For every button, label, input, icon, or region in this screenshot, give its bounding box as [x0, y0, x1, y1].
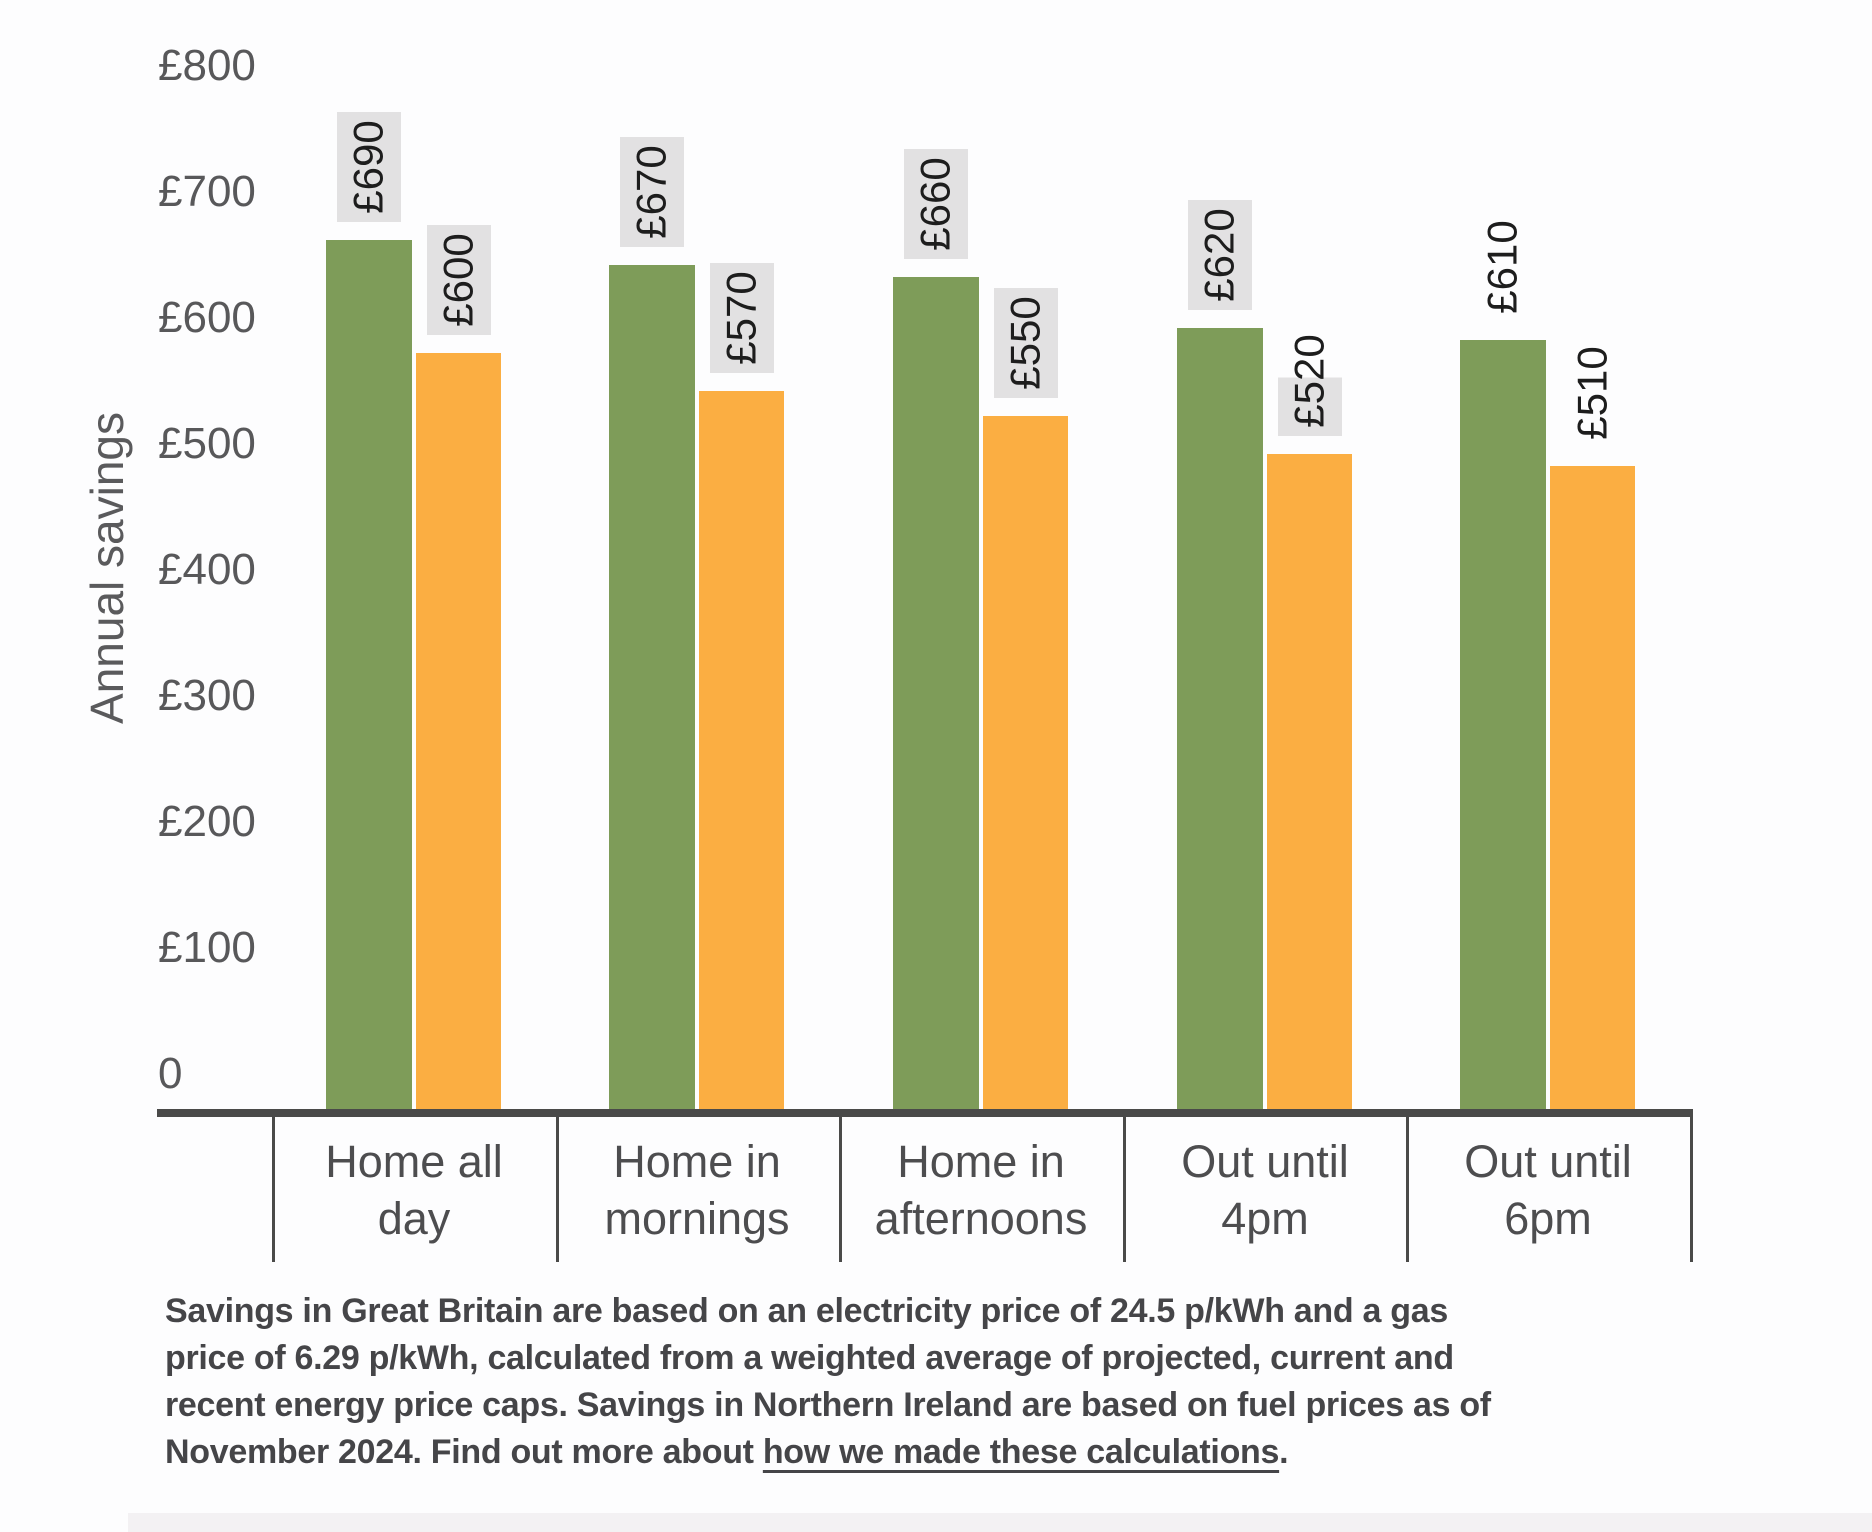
bar-green	[1177, 328, 1263, 1109]
bar-value-label: £520	[1278, 326, 1342, 436]
bar-value-label: £610	[1479, 220, 1526, 314]
bar-orange	[983, 416, 1068, 1109]
bar-green	[326, 240, 412, 1109]
bar-orange	[416, 353, 501, 1109]
x-category-label: Out until 4pm	[1181, 1136, 1349, 1244]
y-tick-label: 0	[158, 1049, 183, 1098]
bottom-edge-strip	[128, 1513, 1872, 1532]
y-tick-label: £200	[158, 797, 256, 846]
bar-orange	[699, 391, 784, 1109]
category-divider	[1406, 1109, 1409, 1262]
bar-value-label: £570	[710, 263, 774, 373]
bar-value-label: £660	[904, 149, 968, 259]
x-category-label: Home all day	[325, 1136, 503, 1244]
footnote-line: price of 6.29 p/kWh, calculated from a w…	[165, 1339, 1454, 1377]
y-axis-title: Annual savings	[81, 412, 133, 724]
bar-value-label: £550	[994, 288, 1058, 398]
x-category-label: Home in afternoons	[874, 1136, 1088, 1244]
category-divider	[556, 1109, 559, 1262]
bar-value-label: £690	[337, 112, 401, 222]
category-divider	[1123, 1109, 1126, 1262]
footnote-line: recent energy price caps. Savings in Nor…	[165, 1386, 1491, 1424]
category-divider	[839, 1109, 842, 1262]
bar-value-label: £600	[427, 225, 491, 335]
x-category-label: Home in mornings	[604, 1136, 790, 1244]
footnote-text: November 2024. Find out more about	[165, 1433, 763, 1471]
bar-orange	[1550, 466, 1635, 1109]
category-divider	[1690, 1109, 1693, 1262]
category-divider	[272, 1109, 275, 1262]
footnote: Savings in Great Britain are based on an…	[165, 1288, 1491, 1476]
bar-value-label: £510	[1569, 346, 1616, 440]
x-axis-line	[157, 1109, 1693, 1117]
footnote-period: .	[1279, 1433, 1289, 1471]
y-tick-label: £400	[158, 545, 256, 594]
y-tick-label: £100	[158, 923, 256, 972]
y-tick-label: £600	[158, 293, 256, 342]
bar-green	[893, 277, 979, 1109]
calculations-link[interactable]: how we made these calculations	[762, 1433, 1280, 1471]
y-tick-label: £500	[158, 419, 256, 468]
x-category-label: Out until 6pm	[1464, 1136, 1632, 1244]
bar-green	[609, 265, 695, 1109]
bar-orange	[1267, 454, 1352, 1109]
bar-value-label: £670	[620, 137, 684, 247]
bar-value-label: £620	[1188, 200, 1252, 310]
bar-green	[1460, 340, 1546, 1109]
footnote-line: Savings in Great Britain are based on an…	[165, 1292, 1448, 1330]
y-tick-label: £700	[158, 167, 256, 216]
footnote-line-last: November 2024. Find out more about how w…	[165, 1429, 1491, 1476]
y-tick-label: £300	[158, 671, 256, 720]
y-tick-label: £800	[158, 41, 256, 90]
